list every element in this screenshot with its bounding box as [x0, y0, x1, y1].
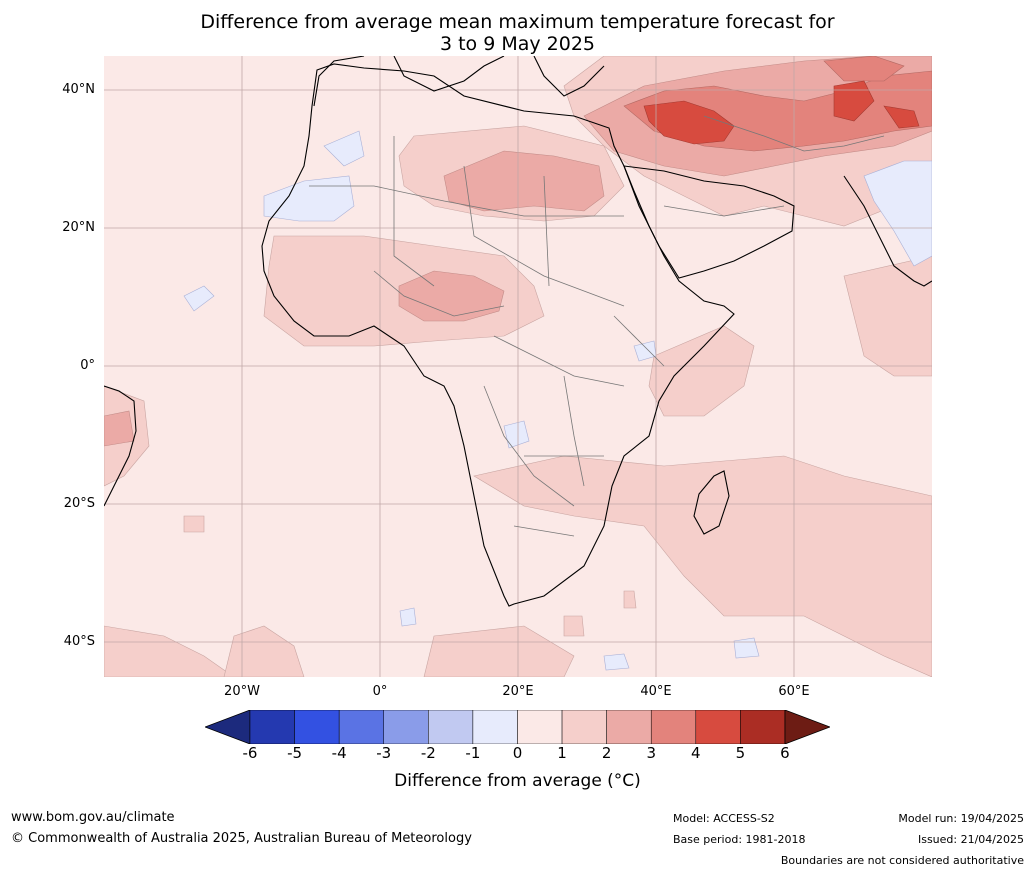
- lat-label-20n: 20°N: [62, 220, 95, 235]
- lat-label-40n: 40°N: [62, 82, 95, 97]
- map-graticule: [104, 56, 932, 677]
- colorbar-extension-high: [784, 710, 830, 744]
- lat-label-equator: 0°: [80, 358, 95, 373]
- footer-base-period: Base period: 1981-2018: [673, 833, 806, 846]
- colorbar-tick-label: -6: [242, 744, 258, 762]
- colorbar-tick-label: 3: [646, 744, 656, 762]
- arabian-peninsula-coastline: [623, 165, 795, 279]
- colorbar-segment: [695, 710, 741, 744]
- colorbar-tick-label: 5: [735, 744, 746, 762]
- lat-label-40s: 40°S: [63, 634, 95, 649]
- colorbar-segment: [740, 710, 786, 744]
- country-borders: [309, 115, 885, 537]
- madagascar-coastline: [693, 470, 730, 535]
- india-coastline: [843, 175, 932, 287]
- footer-url: www.bom.gov.au/climate: [11, 810, 175, 825]
- lon-label-0: 0°: [372, 684, 388, 699]
- colorbar-segment: [561, 710, 607, 744]
- footer-model-run: Model run: 19/04/2025: [898, 812, 1024, 825]
- lon-label-40e: 40°E: [640, 684, 672, 699]
- anomaly-minus1-to-0-regions: [183, 130, 932, 671]
- africa-coastline: [261, 63, 735, 607]
- lon-label-20w: 20°W: [224, 684, 260, 699]
- colorbar-tick-label: 2: [601, 744, 612, 762]
- footer-issued: Issued: 21/04/2025: [917, 833, 1024, 846]
- colorbar-tick-label: 0: [512, 744, 523, 762]
- colorbar-segment: [383, 710, 429, 744]
- chart-title-line-1: Difference from average mean maximum tem…: [200, 11, 835, 33]
- colorbar-tick-label: -3: [376, 744, 392, 762]
- footer-copyright: © Commonwealth of Australia 2025, Austra…: [11, 831, 472, 846]
- lon-label-20e: 20°E: [502, 684, 534, 699]
- colorbar-label: Difference from average (°C): [394, 771, 641, 791]
- colorbar-segment: [606, 710, 652, 744]
- colorbar-segment: [472, 710, 518, 744]
- colorbar-segment: [294, 710, 340, 744]
- footer-model: Model: ACCESS-S2: [673, 812, 775, 825]
- colorbar-segment: [338, 710, 384, 744]
- temperature-anomaly-map: [104, 56, 932, 677]
- anomaly-4-to-5-regions: [643, 80, 920, 145]
- colorbar-tick-label: -1: [465, 744, 481, 762]
- colorbar-tick-label: -5: [287, 744, 303, 762]
- colorbar-segment: [650, 710, 697, 744]
- chart-title-line-2: 3 to 9 May 2025: [439, 33, 596, 55]
- colorbar-tick-label: -2: [420, 744, 436, 762]
- colorbar-tick-label: 4: [691, 744, 701, 762]
- colorbar-tick-label: -4: [331, 744, 347, 762]
- south-america-coastline: [104, 385, 137, 507]
- colorbar: [205, 710, 830, 744]
- colorbar-segment: [428, 710, 474, 744]
- colorbar-segment: [249, 710, 295, 744]
- europe-coastline: [313, 56, 605, 107]
- colorbar-extension-low: [205, 710, 251, 744]
- lat-label-20s: 20°S: [63, 496, 95, 511]
- colorbar-tick-label: 1: [557, 744, 567, 762]
- lon-label-60e: 60°E: [778, 684, 810, 699]
- colorbar-tick-label: 6: [780, 744, 790, 762]
- colorbar-segment: [517, 710, 563, 744]
- footer-disclaimer: Boundaries are not considered authoritat…: [780, 854, 1024, 867]
